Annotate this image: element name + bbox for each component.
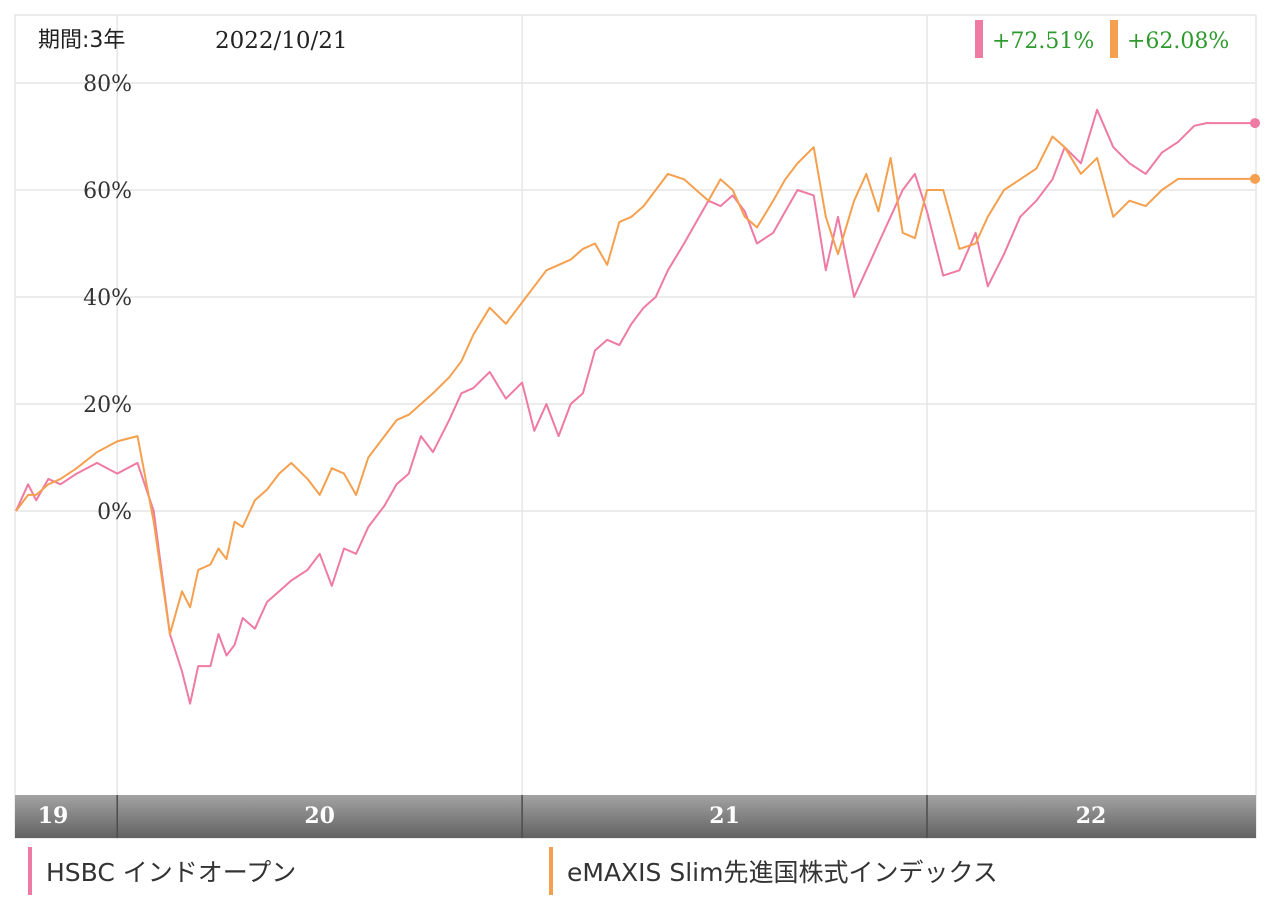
y-tick-label: 0% (97, 500, 132, 525)
plot-border (14, 14, 1257, 839)
date-label: 2022/10/21 (215, 28, 348, 54)
series-line-emaxis (15, 135, 1255, 635)
grid (16, 15, 1255, 795)
legend-swatch-emaxis (549, 847, 553, 895)
x-axis-band: 19 20 21 22 (15, 795, 1256, 838)
y-tick-label: 60% (83, 179, 132, 204)
chart-header: 期間:3年 2022/10/21 (38, 28, 348, 54)
series-line-hsbc (15, 108, 1255, 705)
x-tick-label: 22 (1076, 803, 1107, 829)
period-label: 期間:3年 (38, 28, 125, 53)
series-layer (15, 108, 1260, 705)
return-swatch-hsbc (975, 20, 983, 58)
legend-label-emaxis: eMAXIS Slim先進国株式インデックス (567, 858, 998, 887)
returns-box: +72.51% +62.08% (975, 20, 1229, 58)
legend-label-hsbc: HSBC インドオープン (46, 858, 297, 887)
series-end-marker-hsbc (1250, 118, 1260, 129)
x-tick-label: 19 (38, 803, 69, 829)
x-tick-label: 21 (709, 803, 740, 829)
return-value-hsbc: +72.51% (992, 29, 1094, 54)
x-tick-label: 20 (304, 803, 335, 829)
x-axis-band-bg (15, 795, 1256, 838)
return-swatch-emaxis (1110, 20, 1118, 58)
y-tick-label: 20% (83, 393, 132, 418)
y-tick-label: 40% (83, 286, 132, 311)
series-end-marker-emaxis (1250, 173, 1260, 184)
legend-item-hsbc: HSBC インドオープン (28, 846, 296, 896)
y-tick-label: 80% (83, 72, 132, 97)
legend-item-emaxis: eMAXIS Slim先進国株式インデックス (549, 846, 998, 896)
legend-swatch-hsbc (28, 847, 32, 895)
y-axis: 0% 20% 40% 60% 80% (83, 72, 132, 525)
return-value-emaxis: +62.08% (1127, 29, 1229, 54)
